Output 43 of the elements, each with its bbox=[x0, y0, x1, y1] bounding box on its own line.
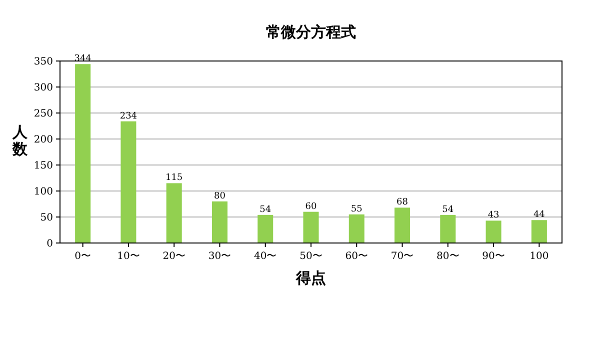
data-label: 234 bbox=[120, 111, 138, 122]
x-tick-label: 30〜 bbox=[208, 251, 232, 262]
bar bbox=[394, 208, 410, 243]
data-label: 80 bbox=[214, 191, 226, 202]
bar bbox=[120, 121, 136, 243]
bar bbox=[348, 214, 364, 243]
data-label: 43 bbox=[488, 210, 500, 221]
bar bbox=[75, 64, 91, 243]
x-tick-label: 10〜 bbox=[117, 251, 140, 262]
bar bbox=[440, 214, 456, 243]
bar bbox=[258, 214, 274, 243]
y-tick-label: 350 bbox=[34, 56, 53, 68]
x-axis-title: 得点 bbox=[295, 269, 326, 287]
x-tick-label: 20〜 bbox=[162, 251, 186, 262]
x-tick-label: 50〜 bbox=[300, 251, 322, 262]
data-label: 54 bbox=[260, 204, 272, 215]
chart-title: 常微分方程式 bbox=[266, 23, 356, 41]
y-axis-title: 人数 bbox=[12, 123, 28, 158]
bar bbox=[531, 220, 547, 243]
x-tick-label: 70〜 bbox=[390, 251, 414, 262]
x-tick-label: 0〜 bbox=[74, 251, 92, 262]
y-tick-label: 300 bbox=[34, 82, 53, 94]
bar bbox=[303, 212, 319, 243]
y-tick-label: 50 bbox=[40, 212, 53, 224]
data-label: 55 bbox=[350, 204, 363, 214]
y-tick-label: 0 bbox=[46, 238, 53, 250]
x-tick-label: 90〜 bbox=[482, 251, 505, 262]
data-label: 115 bbox=[165, 173, 183, 184]
y-tick-label: 200 bbox=[34, 134, 53, 146]
y-tick-label: 150 bbox=[34, 160, 53, 172]
x-tick-label: 60〜 bbox=[345, 251, 368, 262]
y-tick-label: 100 bbox=[34, 186, 53, 198]
bar bbox=[166, 183, 182, 243]
data-label: 54 bbox=[442, 204, 454, 215]
data-label: 44 bbox=[533, 210, 546, 220]
x-tick-label: 100 bbox=[530, 251, 549, 262]
x-tick-label: 40〜 bbox=[254, 251, 277, 262]
x-tick-label: 80〜 bbox=[436, 251, 460, 262]
y-tick-label: 250 bbox=[34, 108, 53, 120]
bar bbox=[486, 220, 502, 243]
data-label: 60 bbox=[305, 202, 317, 212]
bar bbox=[212, 201, 228, 243]
data-label: 68 bbox=[396, 198, 408, 208]
